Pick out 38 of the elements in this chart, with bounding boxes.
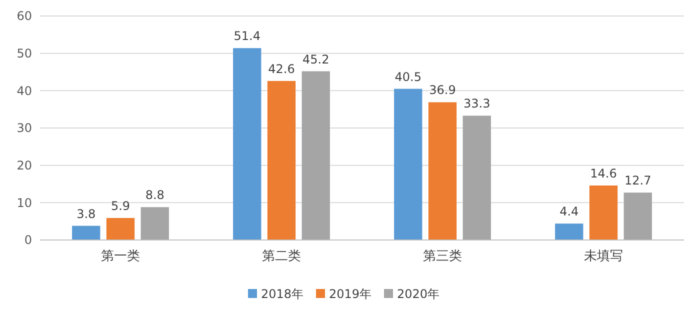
data-label: 40.5 xyxy=(394,70,422,84)
y-tick-label: 40 xyxy=(16,84,32,98)
bar xyxy=(428,102,457,240)
bar xyxy=(462,116,491,240)
x-tick-label: 第三类 xyxy=(423,249,462,264)
bar xyxy=(589,185,618,240)
y-tick-label: 10 xyxy=(16,196,32,210)
y-tick-label: 0 xyxy=(24,233,32,248)
x-tick-label: 未填写 xyxy=(584,249,623,264)
bar xyxy=(624,192,652,240)
bar xyxy=(233,48,262,240)
y-tick-label: 60 xyxy=(16,9,32,24)
data-label: 33.3 xyxy=(464,96,490,111)
y-tick-label: 20 xyxy=(16,158,32,173)
legend-label: 2018年 xyxy=(261,287,304,302)
legend-label: 2020年 xyxy=(397,287,440,302)
bar xyxy=(555,224,584,240)
bar xyxy=(267,80,296,240)
data-label: 36.9 xyxy=(429,83,456,98)
x-tick-label: 第二类 xyxy=(262,249,301,264)
bar xyxy=(140,207,169,240)
data-label: 8.8 xyxy=(145,188,164,202)
data-label: 45.2 xyxy=(302,52,330,66)
y-tick-label: 30 xyxy=(16,121,32,136)
data-label: 3.8 xyxy=(76,206,96,221)
bar xyxy=(72,226,100,240)
x-tick-label: 第一类 xyxy=(101,249,140,264)
bar xyxy=(302,71,330,240)
data-label: 14.6 xyxy=(590,166,617,180)
legend-label: 2019年 xyxy=(329,287,372,302)
data-label: 5.9 xyxy=(110,198,130,213)
data-label: 51.4 xyxy=(234,29,260,44)
data-label: 42.6 xyxy=(268,62,295,76)
bar xyxy=(394,88,422,240)
bar xyxy=(106,218,135,240)
y-tick-label: 50 xyxy=(16,46,32,61)
data-label: 4.4 xyxy=(560,204,579,219)
data-label: 12.7 xyxy=(624,174,652,188)
